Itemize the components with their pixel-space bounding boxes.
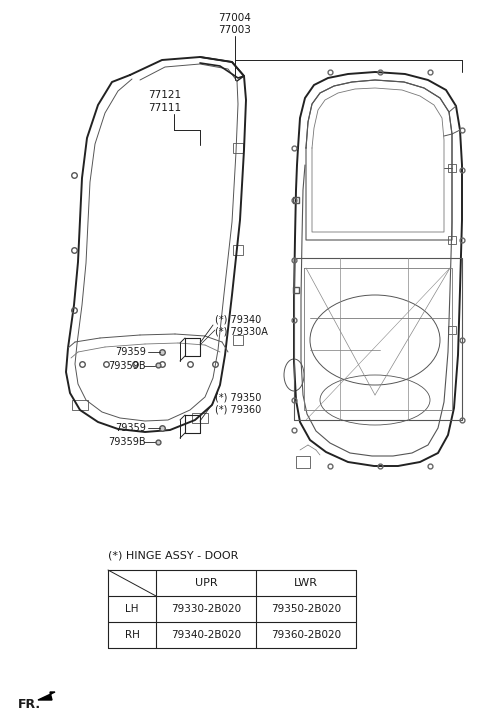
Text: 79359B: 79359B: [108, 361, 145, 371]
Text: (*) 79350: (*) 79350: [215, 393, 262, 403]
Text: (*) 79360: (*) 79360: [215, 405, 261, 415]
Text: (*) HINGE ASSY - DOOR: (*) HINGE ASSY - DOOR: [108, 551, 239, 561]
Text: 79350-2B020: 79350-2B020: [271, 604, 341, 614]
Bar: [233, 245, 243, 255]
Text: FR.: FR.: [18, 698, 41, 711]
Bar: [448, 326, 456, 334]
Polygon shape: [38, 692, 55, 700]
Text: 79330-2B020: 79330-2B020: [171, 604, 241, 614]
Text: LWR: LWR: [294, 578, 318, 588]
Bar: [448, 236, 456, 244]
Bar: [233, 143, 243, 153]
Text: (*) 79330A: (*) 79330A: [215, 327, 268, 337]
Text: 79359: 79359: [115, 347, 146, 357]
Text: 79359B: 79359B: [108, 437, 145, 447]
Text: 77111: 77111: [148, 103, 181, 113]
Text: 77121: 77121: [148, 90, 181, 100]
Text: 79360-2B020: 79360-2B020: [271, 630, 341, 640]
Text: 79340-2B020: 79340-2B020: [171, 630, 241, 640]
Text: 77003: 77003: [218, 25, 252, 35]
Text: (*) 79340: (*) 79340: [215, 315, 261, 325]
Bar: [192, 413, 208, 423]
Bar: [72, 400, 88, 410]
Bar: [233, 335, 243, 345]
Text: RH: RH: [125, 630, 139, 640]
Text: UPR: UPR: [195, 578, 217, 588]
Bar: [296, 456, 310, 468]
Text: LH: LH: [125, 604, 139, 614]
Text: 79359: 79359: [115, 423, 146, 433]
Bar: [448, 164, 456, 172]
Text: 77004: 77004: [218, 13, 252, 23]
